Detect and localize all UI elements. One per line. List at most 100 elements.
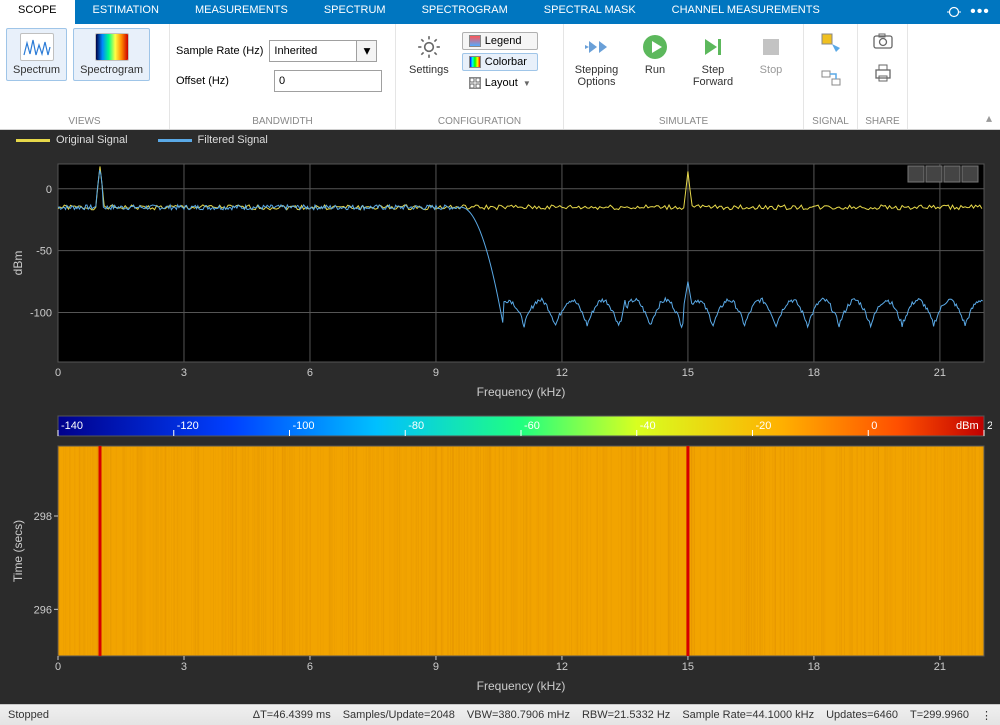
svg-text:15: 15 bbox=[682, 661, 694, 673]
sample-rate-label: Sample Rate (Hz) bbox=[176, 45, 263, 57]
svg-text:dBm: dBm bbox=[956, 420, 979, 432]
spectrogram-button[interactable]: Spectrogram bbox=[73, 28, 150, 81]
spectrum-panel: 036912151821-100-500Frequency (kHz)dBm bbox=[8, 154, 992, 402]
print-icon[interactable] bbox=[872, 63, 894, 88]
svg-text:6: 6 bbox=[307, 367, 313, 379]
tab-scope[interactable]: SCOPE bbox=[0, 0, 75, 24]
ribbon: Spectrum Spectrogram VIEWS Sample Rate (… bbox=[0, 24, 1000, 130]
svg-text:21: 21 bbox=[934, 661, 946, 673]
svg-text:0: 0 bbox=[55, 367, 61, 379]
group-simulate-label: SIMULATE bbox=[570, 114, 797, 127]
tab-estimation[interactable]: ESTIMATION bbox=[75, 0, 177, 24]
collapse-ribbon-icon[interactable]: ▴ bbox=[978, 24, 1000, 129]
svg-text:3: 3 bbox=[181, 661, 187, 673]
svg-text:296: 296 bbox=[34, 604, 52, 616]
sample-rate-dropdown[interactable]: ▾ bbox=[357, 40, 377, 62]
offset-label: Offset (Hz) bbox=[176, 75, 268, 87]
signal-select-icon[interactable] bbox=[820, 32, 842, 59]
svg-text:0: 0 bbox=[46, 184, 52, 196]
legend-btn-label: Legend bbox=[485, 35, 522, 47]
settings-label: Settings bbox=[409, 64, 449, 76]
svg-text:dBm: dBm bbox=[11, 251, 25, 276]
svg-text:15: 15 bbox=[682, 367, 694, 379]
group-signal-label: SIGNAL bbox=[810, 114, 851, 127]
stepping-label: Stepping Options bbox=[575, 64, 618, 88]
svg-text:12: 12 bbox=[556, 367, 568, 379]
svg-text:18: 18 bbox=[808, 367, 820, 379]
signal-route-icon[interactable] bbox=[820, 67, 842, 94]
chevron-down-icon: ▼ bbox=[523, 79, 531, 88]
camera-icon[interactable] bbox=[872, 32, 894, 55]
svg-text:20: 20 bbox=[987, 420, 992, 432]
status-state: Stopped bbox=[8, 709, 49, 721]
group-signal: SIGNAL bbox=[804, 24, 858, 129]
svg-text:-140: -140 bbox=[61, 420, 83, 432]
gear-icon bbox=[412, 33, 446, 61]
layout-button[interactable]: Layout ▼ bbox=[462, 74, 538, 92]
spectrogram-icon bbox=[95, 33, 129, 61]
group-views-label: VIEWS bbox=[6, 114, 163, 127]
legend-item: Original Signal bbox=[16, 134, 128, 146]
legend-swatch bbox=[158, 139, 192, 142]
spectrogram-panel: -140-120-100-80-60-40-20020dBm0369121518… bbox=[8, 410, 992, 696]
spectrogram-label: Spectrogram bbox=[80, 64, 143, 76]
offset-input[interactable] bbox=[274, 70, 382, 92]
colorbar-btn-label: Colorbar bbox=[485, 56, 527, 68]
svg-text:-50: -50 bbox=[36, 246, 52, 258]
settings-button[interactable]: Settings bbox=[402, 28, 456, 81]
tab-channel-measurements[interactable]: CHANNEL MEASUREMENTS bbox=[654, 0, 838, 24]
svg-text:9: 9 bbox=[433, 661, 439, 673]
group-bandwidth-label: BANDWIDTH bbox=[176, 114, 389, 127]
tab-spectral-mask[interactable]: SPECTRAL MASK bbox=[526, 0, 654, 24]
status-menu-icon[interactable]: ⋮ bbox=[981, 709, 992, 722]
status-dt: ΔT=46.4399 ms bbox=[253, 709, 331, 722]
svg-text:21: 21 bbox=[934, 367, 946, 379]
step-forward-icon bbox=[696, 33, 730, 61]
status-bar: Stopped ΔT=46.4399 ms Samples/Update=204… bbox=[0, 704, 1000, 725]
spectrum-button[interactable]: Spectrum bbox=[6, 28, 67, 81]
layout-btn-label: Layout bbox=[485, 77, 518, 89]
run-button[interactable]: Run bbox=[629, 28, 681, 81]
viewer: Original Signal Filtered Signal 0 3 6 9 12 15 1… bbox=[0, 130, 1000, 704]
stepping-options-button[interactable]: Stepping Options bbox=[570, 28, 623, 93]
status-samples: Samples/Update=2048 bbox=[343, 709, 455, 722]
group-share-label: SHARE bbox=[864, 114, 901, 127]
svg-text:6: 6 bbox=[307, 661, 313, 673]
stop-button[interactable]: Stop bbox=[745, 28, 797, 81]
legend-button[interactable]: Legend bbox=[462, 32, 538, 50]
svg-text:-60: -60 bbox=[524, 420, 540, 432]
sample-rate-input[interactable] bbox=[269, 40, 357, 62]
svg-text:-120: -120 bbox=[177, 420, 199, 432]
svg-text:9: 9 bbox=[433, 367, 439, 379]
svg-text:0: 0 bbox=[55, 661, 61, 673]
stop-label: Stop bbox=[760, 64, 783, 76]
legend-bar: Original Signal Filtered Signal bbox=[0, 130, 1000, 150]
tab-measurements[interactable]: MEASUREMENTS bbox=[177, 0, 306, 24]
svg-text:-100: -100 bbox=[293, 420, 315, 432]
quick-access-icon[interactable] bbox=[946, 4, 962, 20]
status-updates: Updates=6460 bbox=[826, 709, 898, 722]
group-views: Spectrum Spectrogram VIEWS bbox=[0, 24, 170, 129]
stepping-icon bbox=[580, 33, 614, 61]
legend-item: Filtered Signal bbox=[158, 134, 268, 146]
spectrum-label: Spectrum bbox=[13, 64, 60, 76]
svg-text:Frequency (kHz): Frequency (kHz) bbox=[477, 385, 566, 399]
more-icon[interactable]: ••• bbox=[972, 4, 988, 20]
svg-text:0: 0 bbox=[871, 420, 877, 432]
status-vbw: VBW=380.7906 mHz bbox=[467, 709, 570, 722]
tab-spectrum[interactable]: SPECTRUM bbox=[306, 0, 404, 24]
layout-icon bbox=[469, 77, 481, 89]
group-configuration: Settings Legend Colorbar Layout ▼ bbox=[396, 24, 564, 129]
legend-text: Original Signal bbox=[56, 134, 128, 146]
svg-text:Time (secs): Time (secs) bbox=[11, 520, 25, 582]
svg-text:Frequency (kHz): Frequency (kHz) bbox=[477, 679, 566, 693]
step-forward-label: Step Forward bbox=[693, 64, 733, 88]
tab-spectrogram[interactable]: SPECTROGRAM bbox=[404, 0, 526, 24]
colorbar-button[interactable]: Colorbar bbox=[462, 53, 538, 71]
step-forward-button[interactable]: Step Forward bbox=[687, 28, 739, 93]
svg-text:-40: -40 bbox=[640, 420, 656, 432]
group-share: SHARE bbox=[858, 24, 908, 129]
group-configuration-label: CONFIGURATION bbox=[402, 114, 557, 127]
svg-text:-100: -100 bbox=[30, 308, 52, 320]
status-t: T=299.9960 bbox=[910, 709, 969, 722]
